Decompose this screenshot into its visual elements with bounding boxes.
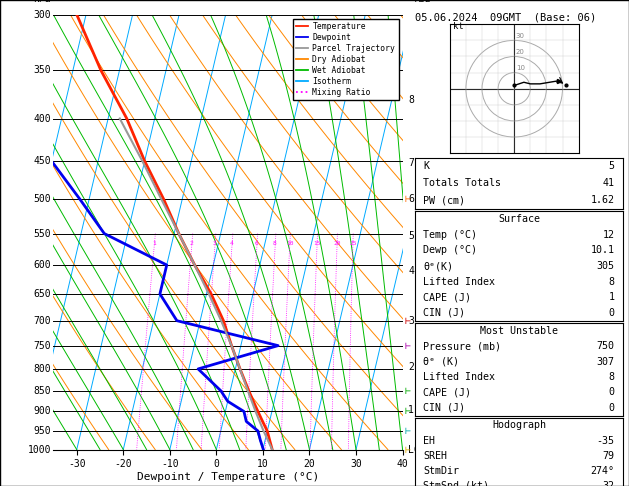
Text: CIN (J): CIN (J) [423,403,465,413]
Text: 750: 750 [596,341,615,351]
Text: 450: 450 [33,156,51,166]
Text: K: K [423,161,430,172]
Text: Dewp (°C): Dewp (°C) [423,245,477,256]
Text: hPa: hPa [33,0,51,4]
Text: 750: 750 [33,341,51,350]
Text: 5: 5 [408,230,414,241]
Text: 650: 650 [33,289,51,299]
Text: 3: 3 [408,316,414,326]
Text: 0: 0 [608,308,615,318]
Text: Most Unstable: Most Unstable [480,326,558,336]
Text: Lifted Index: Lifted Index [423,277,496,287]
Text: ⊢: ⊢ [404,194,411,204]
Text: 900: 900 [33,406,51,417]
Text: 10: 10 [286,241,293,246]
Text: 20: 20 [333,241,341,246]
Text: 0: 0 [608,403,615,413]
Text: 500: 500 [33,194,51,204]
Text: CAPE (J): CAPE (J) [423,387,472,398]
Text: Totals Totals: Totals Totals [423,178,501,189]
Text: 307: 307 [596,357,615,366]
Text: 6: 6 [408,194,414,204]
Text: 550: 550 [33,228,51,239]
Text: Surface: Surface [498,214,540,224]
Text: 6: 6 [255,241,259,246]
Text: θᵉ(K): θᵉ(K) [423,261,454,271]
Text: StmSpd (kt): StmSpd (kt) [423,481,489,486]
Text: 2: 2 [408,362,414,372]
Text: SREH: SREH [423,451,447,461]
Text: km
ASL: km ASL [415,0,431,4]
Text: 800: 800 [33,364,51,374]
Text: 3: 3 [213,241,216,246]
Text: Lifted Index: Lifted Index [423,372,496,382]
Text: 700: 700 [33,316,51,326]
Text: 30: 30 [516,33,525,39]
Text: 25: 25 [349,241,357,246]
Text: 8: 8 [408,95,414,105]
Text: 8: 8 [608,372,615,382]
Text: 1: 1 [152,241,156,246]
Text: 850: 850 [33,386,51,396]
Text: ⊢: ⊢ [404,406,411,417]
Text: 274°: 274° [591,466,615,476]
Text: 32: 32 [603,481,615,486]
Text: 50°54'N  4°32'E  45m ASL: 50°54'N 4°32'E 45m ASL [121,0,301,4]
Text: 8: 8 [273,241,277,246]
Text: ⊢: ⊢ [404,341,411,350]
Text: 05.06.2024  09GMT  (Base: 06): 05.06.2024 09GMT (Base: 06) [415,12,596,22]
Text: StmDir: StmDir [423,466,459,476]
Text: 4: 4 [230,241,233,246]
Text: LCL: LCL [408,445,426,454]
Text: 7: 7 [408,157,414,168]
Text: EH: EH [423,435,435,446]
Text: 10: 10 [516,65,525,71]
Text: 400: 400 [33,114,51,123]
Text: 305: 305 [596,261,615,271]
X-axis label: Dewpoint / Temperature (°C): Dewpoint / Temperature (°C) [137,472,319,482]
Text: θᵉ (K): θᵉ (K) [423,357,459,366]
Text: Temp (°C): Temp (°C) [423,230,477,240]
Text: -35: -35 [596,435,615,446]
Text: PW (cm): PW (cm) [423,195,465,206]
Text: 79: 79 [603,451,615,461]
Text: Pressure (mb): Pressure (mb) [423,341,501,351]
Text: kt: kt [453,22,464,31]
Text: CIN (J): CIN (J) [423,308,465,318]
Text: 950: 950 [33,426,51,436]
Text: 4: 4 [408,266,414,276]
Legend: Temperature, Dewpoint, Parcel Trajectory, Dry Adiobat, Wet Adiobat, Isotherm, Mi: Temperature, Dewpoint, Parcel Trajectory… [293,18,399,100]
Text: 15: 15 [313,241,321,246]
Text: ⊢: ⊢ [404,316,411,326]
Text: 1000: 1000 [28,445,51,454]
Text: 1: 1 [408,405,414,415]
Text: ⊢: ⊢ [404,426,411,436]
Text: 0: 0 [608,387,615,398]
Text: 8: 8 [608,277,615,287]
Text: Mixing Ratio (g/kg): Mixing Ratio (g/kg) [422,225,431,327]
Text: 12: 12 [603,230,615,240]
Text: Hodograph: Hodograph [492,420,546,431]
Text: 600: 600 [33,260,51,270]
Text: 5: 5 [608,161,615,172]
Text: 2: 2 [189,241,193,246]
Text: 10.1: 10.1 [591,245,615,256]
Text: 1.62: 1.62 [591,195,615,206]
Text: 350: 350 [33,65,51,75]
Text: ⊢: ⊢ [404,386,411,396]
Text: 20: 20 [516,49,525,55]
Text: CAPE (J): CAPE (J) [423,292,472,302]
Text: 1: 1 [608,292,615,302]
Text: 300: 300 [33,10,51,19]
Text: ⊢: ⊢ [404,445,411,454]
Text: 41: 41 [603,178,615,189]
